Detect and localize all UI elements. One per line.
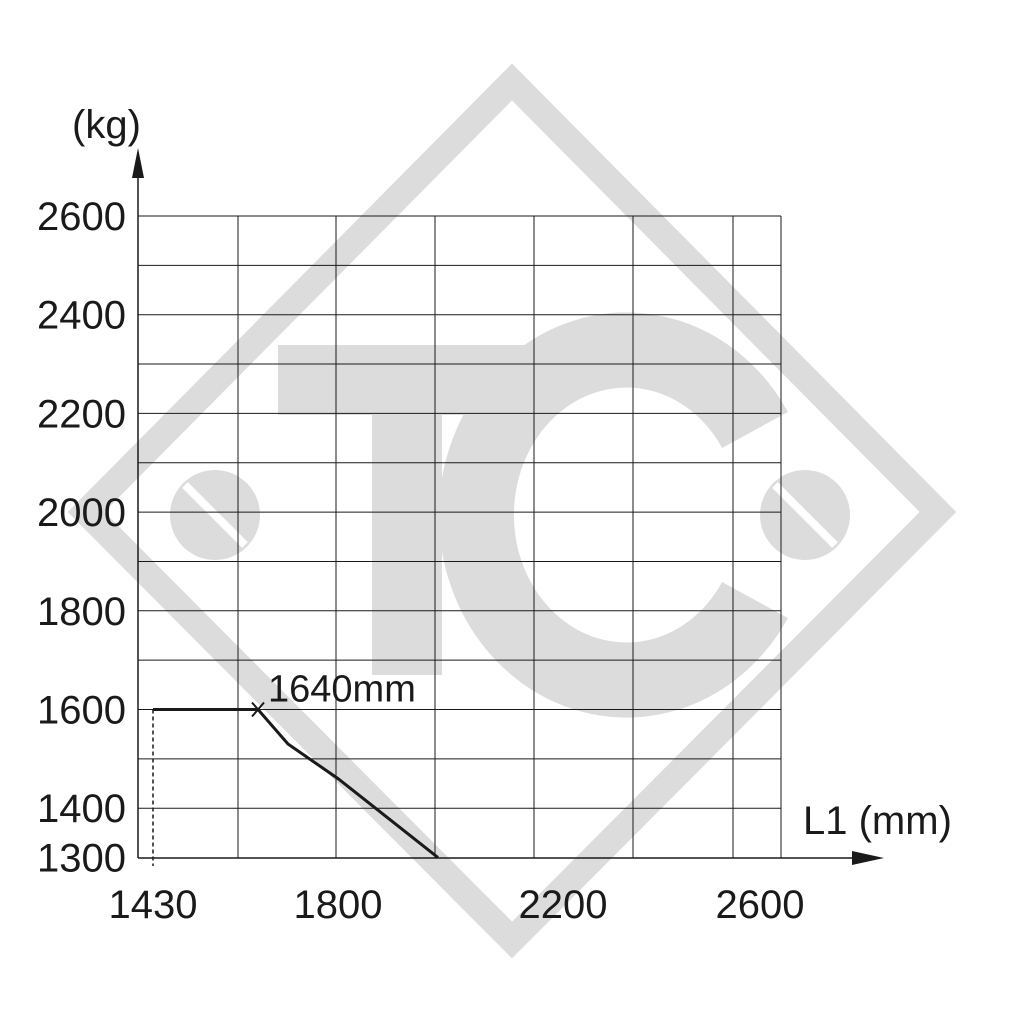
x-axis-label: L1 (mm) [803, 799, 952, 843]
grid [138, 215, 782, 858]
y-axis-label: (kg) [72, 103, 141, 147]
y-tick-label: 2200 [37, 392, 126, 436]
y-tick-label: 1400 [37, 787, 126, 831]
x-tick-label: 2600 [716, 883, 805, 927]
y-tick-label: 2000 [37, 491, 126, 535]
y-tick-label: 2600 [37, 195, 126, 239]
watermark-logo [67, 63, 957, 959]
y-tick-label: 1800 [37, 590, 126, 634]
annotation-marker [251, 701, 265, 718]
y-tick-label: 1600 [37, 689, 126, 733]
x-tick-label: 1800 [294, 883, 383, 927]
series-line [153, 708, 439, 859]
x-tick-label: 1430 [109, 883, 198, 927]
annotation-1640mm: 1640mm [268, 669, 416, 711]
axes [132, 148, 884, 865]
y-axis-arrow-icon [132, 148, 144, 178]
x-tick-label: 2200 [519, 883, 608, 927]
y-tick-label: 1300 [37, 837, 126, 881]
x-axis-arrow-icon [852, 851, 884, 865]
y-tick-label: 2400 [37, 294, 126, 338]
